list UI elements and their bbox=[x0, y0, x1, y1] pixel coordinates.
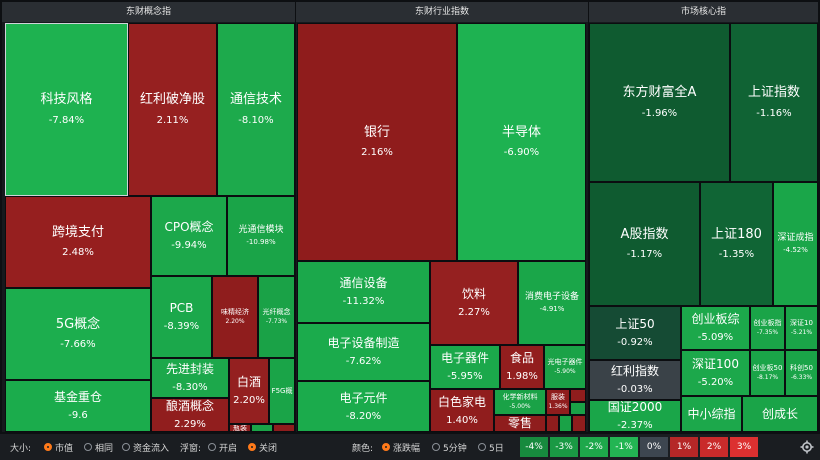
tile-consumer-elec[interactable]: 消费电子设备 -4.91% bbox=[518, 261, 586, 345]
panel-title: 东财概念指 bbox=[2, 2, 295, 22]
tile-retail[interactable]: 零售 bbox=[494, 415, 546, 432]
tile-a-share-index[interactable]: A股指数 -1.17% bbox=[589, 182, 700, 306]
legend-swatch: 3% bbox=[730, 437, 758, 457]
bottom-toolbar: 大小: 市值 相同 资金流入 浮窗: 开启 关闭 颜色: 涨跌幅 5分钟 5日 … bbox=[0, 434, 820, 460]
radio-icon bbox=[44, 443, 52, 451]
tile-dividend-pb[interactable]: 红利破净股 2.11% bbox=[128, 23, 217, 196]
tile-comm-tech[interactable]: 通信技术 -8.10% bbox=[217, 23, 295, 196]
size-option-equal[interactable]: 相同 bbox=[84, 434, 113, 460]
tile-small-1[interactable] bbox=[251, 424, 273, 432]
color-option-5min[interactable]: 5分钟 bbox=[432, 434, 467, 460]
radio-icon bbox=[478, 443, 486, 451]
tile-small-7[interactable] bbox=[572, 415, 586, 432]
legend-swatch: -4% bbox=[520, 437, 548, 457]
color-option-change[interactable]: 涨跌幅 bbox=[382, 434, 420, 460]
tile-sse-50[interactable]: 上证50 -0.92% bbox=[589, 306, 681, 360]
concept-panel: 东财概念指 科技风格 -7.84% 红利破净股 2.11% 通信技术 -8.10% 跨… bbox=[2, 2, 295, 432]
tile-tech-style[interactable]: 科技风格 -7.84% bbox=[5, 23, 128, 196]
tile-msg[interactable]: 味精经济 2.20% bbox=[212, 276, 258, 358]
tile-5g[interactable]: 5G概念 -7.66% bbox=[5, 288, 151, 380]
tile-small-2[interactable] bbox=[273, 424, 295, 432]
tile-small-4[interactable] bbox=[570, 402, 586, 415]
tile-liquor-concept[interactable]: 酿酒概念 2.29% bbox=[151, 398, 229, 432]
tile-pcb[interactable]: PCB -8.39% bbox=[151, 276, 212, 358]
tile-szse-component[interactable]: 深证成指 -4.52% bbox=[773, 182, 818, 306]
float-option-on[interactable]: 开启 bbox=[208, 434, 237, 460]
tile-chinext-50[interactable]: 创业板50 -8.17% bbox=[750, 350, 785, 396]
tile-small-5[interactable] bbox=[546, 415, 559, 432]
tile-elec-equip-mfg[interactable]: 电子设备制造 -7.62% bbox=[297, 323, 430, 381]
tile-white-appliance[interactable]: 白色家电 1.40% bbox=[430, 389, 494, 432]
tile-chem-material[interactable]: 化学新材料 -5.00% bbox=[494, 389, 546, 415]
radio-icon bbox=[208, 443, 216, 451]
tile-fund-heavy[interactable]: 基金重仓 -9.6 bbox=[5, 380, 151, 432]
legend-swatch: 2% bbox=[700, 437, 728, 457]
tile-elec-device[interactable]: 电子器件 -5.95% bbox=[430, 345, 500, 389]
industry-panel: 东财行业指数 银行 2.16% 半导体 -6.90% 通信设备 -11.32% 饮料 2… bbox=[296, 2, 588, 432]
tile-elec-component[interactable]: 电子元件 -8.20% bbox=[297, 381, 430, 432]
legend-swatch: 1% bbox=[670, 437, 698, 457]
tile-dividend-index[interactable]: 红利指数 -0.03% bbox=[589, 360, 681, 400]
tile-cn-2000[interactable]: 国证2000 -2.37% bbox=[589, 400, 681, 432]
tile-adv-packaging[interactable]: 先进封装 -8.30% bbox=[151, 358, 229, 398]
tile-chinext-comp[interactable]: 创业板综 -5.09% bbox=[681, 306, 750, 350]
size-option-inflow[interactable]: 资金流入 bbox=[122, 434, 169, 460]
tile-comm-equip[interactable]: 通信设备 -11.32% bbox=[297, 261, 430, 323]
legend-swatch: -1% bbox=[610, 437, 638, 457]
panel-title: 东财行业指数 bbox=[296, 2, 588, 22]
radio-icon bbox=[122, 443, 130, 451]
legend-swatch: 0% bbox=[640, 437, 668, 457]
tile-bank[interactable]: 银行 2.16% bbox=[297, 23, 457, 261]
tile-f5g[interactable]: F5G概 bbox=[269, 358, 295, 424]
gear-icon[interactable] bbox=[800, 440, 814, 454]
radio-icon bbox=[432, 443, 440, 451]
tile-small-3[interactable] bbox=[570, 389, 586, 402]
size-option-market-cap[interactable]: 市值 bbox=[44, 434, 73, 460]
tile-opto-device[interactable]: 光电子器件 -5.90% bbox=[544, 345, 586, 389]
tile-szse-100[interactable]: 深证100 -5.20% bbox=[681, 350, 750, 396]
legend-swatch: -2% bbox=[580, 437, 608, 457]
float-option-off[interactable]: 关闭 bbox=[248, 434, 277, 460]
tile-small-6[interactable] bbox=[559, 415, 572, 432]
tile-beverage[interactable]: 饮料 2.27% bbox=[430, 261, 518, 345]
color-label: 颜色: bbox=[352, 443, 374, 454]
core-index-panel: 市场核心指 东方财富全A -1.96% 上证指数 -1.16% A股指数 -1.17%… bbox=[589, 2, 818, 432]
radio-icon bbox=[84, 443, 92, 451]
tile-semiconductor[interactable]: 半导体 -6.90% bbox=[457, 23, 586, 261]
tile-bottled[interactable]: 瓶装 bbox=[229, 424, 251, 432]
tile-cross-border-pay[interactable]: 跨境支付 2.48% bbox=[5, 196, 151, 288]
color-option-5day[interactable]: 5日 bbox=[478, 434, 504, 460]
tile-apparel[interactable]: 服装 1.36% bbox=[546, 389, 570, 415]
tile-optical-module[interactable]: 光通信模块 -10.98% bbox=[227, 196, 295, 276]
tile-eastmoney-all-a[interactable]: 东方财富全A -1.96% bbox=[589, 23, 730, 182]
radio-icon bbox=[382, 443, 390, 451]
tile-sme-comp[interactable]: 中小综指 bbox=[681, 396, 742, 432]
tile-food[interactable]: 食品 1.98% bbox=[500, 345, 544, 389]
tile-sse-180[interactable]: 上证180 -1.35% bbox=[700, 182, 773, 306]
tile-szse-10[interactable]: 深证10 -5.21% bbox=[785, 306, 818, 350]
tile-chinext-growth[interactable]: 创成长 bbox=[742, 396, 818, 432]
color-legend: -4% -3% -2% -1% 0% 1% 2% 3% bbox=[520, 437, 760, 457]
tile-fiber[interactable]: 光纤概念 -7.73% bbox=[258, 276, 295, 358]
tile-sse-index[interactable]: 上证指数 -1.16% bbox=[730, 23, 818, 182]
panel-title: 市场核心指 bbox=[589, 2, 818, 22]
legend-swatch: -3% bbox=[550, 437, 578, 457]
tile-chinext-index[interactable]: 创业板指 -7.35% bbox=[750, 306, 785, 350]
tile-star-50[interactable]: 科创50 -6.33% bbox=[785, 350, 818, 396]
radio-icon bbox=[248, 443, 256, 451]
float-label: 浮窗: bbox=[180, 443, 202, 454]
tile-cpo[interactable]: CPO概念 -9.94% bbox=[151, 196, 227, 276]
tile-baijiu[interactable]: 白酒 2.20% bbox=[229, 358, 269, 424]
size-label: 大小: bbox=[10, 443, 32, 454]
